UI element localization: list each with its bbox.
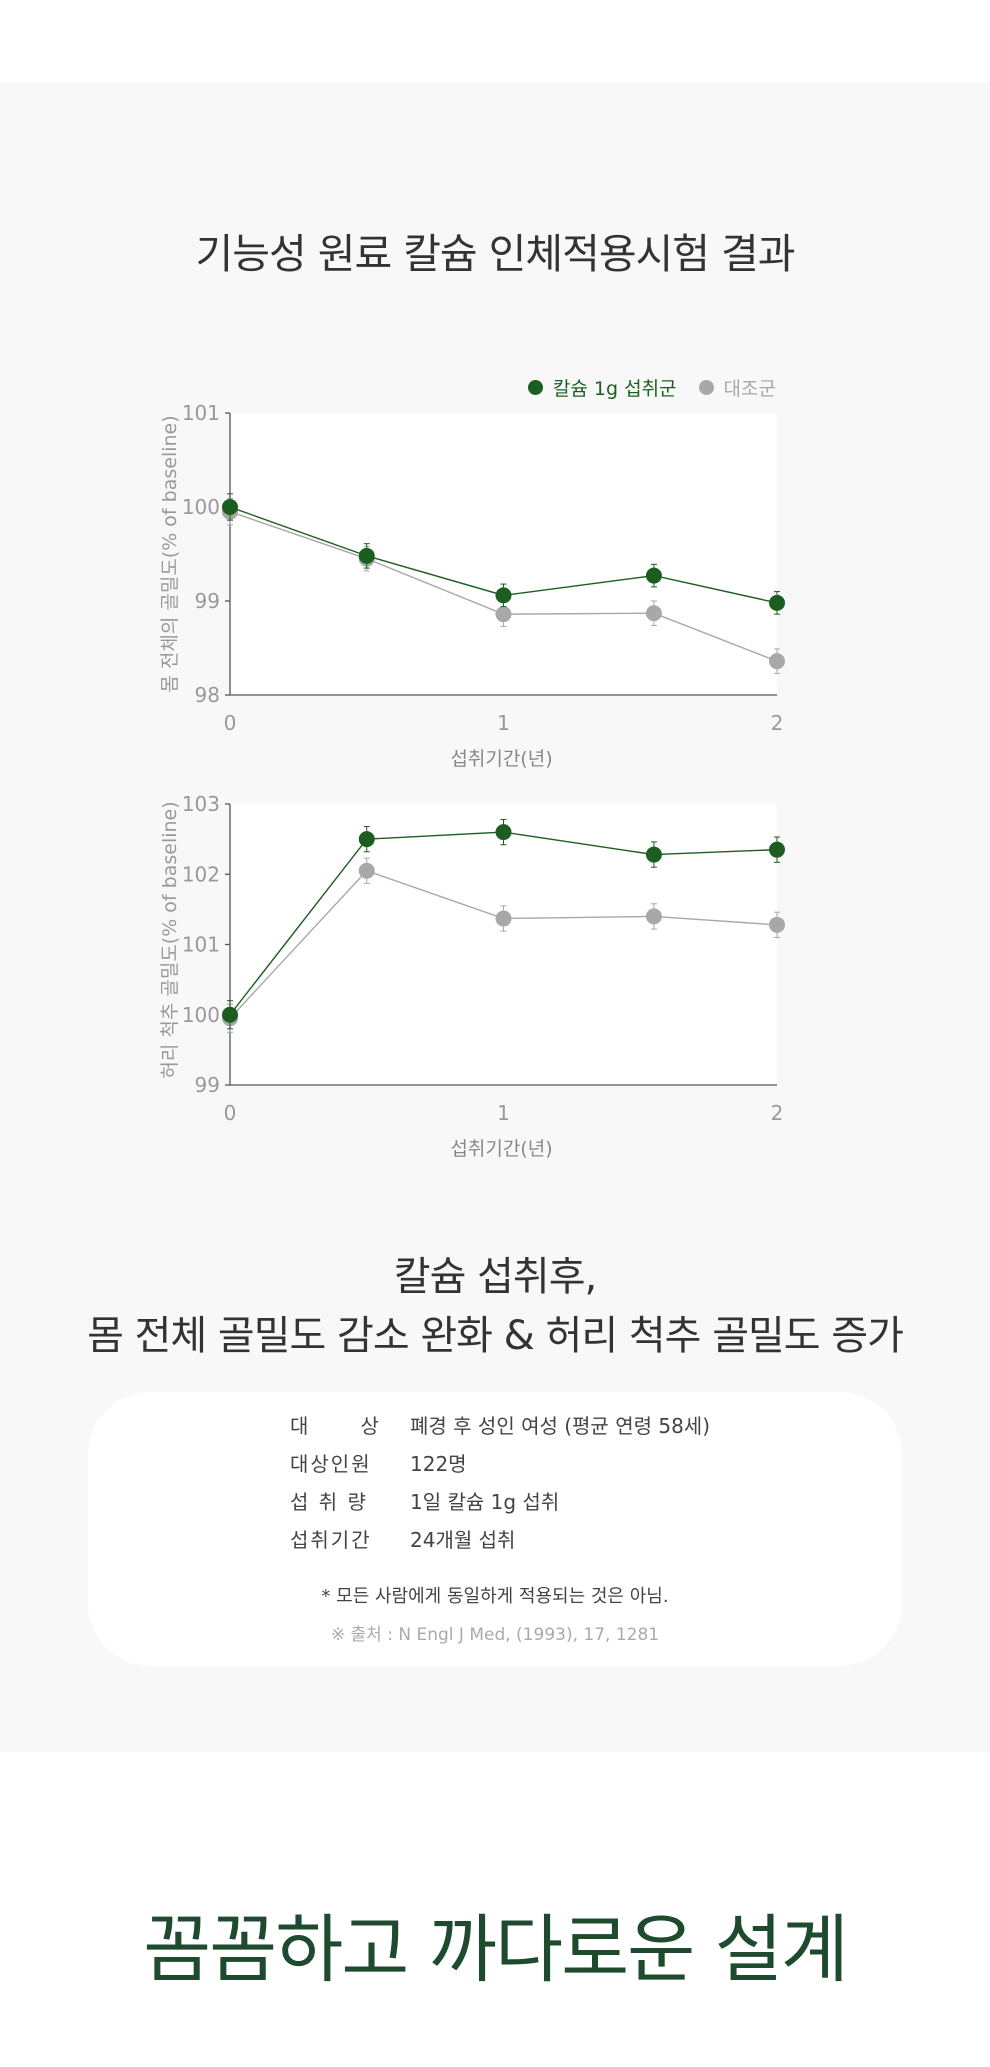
study-value: 1일 칼슘 1g 섭취 [410,1490,560,1514]
bottom-section-title: 꼼꼼하고 까다로운 설계 [143,1907,849,1993]
disclaimer: * 모든 사람에게 동일하게 적용되는 것은 아님. [321,1586,669,1607]
study-info-box [88,1392,902,1666]
y-tick-label: 103 [182,792,220,816]
study-value: 122명 [410,1452,467,1476]
study-row-dose: 섭 취 량 1일 칼슘 1g 섭취 [290,1486,559,1515]
study-row-period: 섭취기간 24개월 섭취 [290,1524,515,1553]
legend-item-calcium: 칼슘 1g 섭취군 [527,374,677,401]
y-tick-label: 100 [182,1003,220,1027]
x-tick-label: 0 [224,711,237,735]
study-key: 대 상 [290,1414,381,1438]
data-point-control [769,653,785,670]
data-point-calcium [222,1006,238,1023]
legend-item-control: 대조군 [698,374,776,401]
study-key: 섭취기간 [290,1528,372,1552]
data-point-calcium [358,831,375,848]
headline-line1: 칼슘 섭취후, [393,1254,597,1300]
section-title: 기능성 원료 칼슘 인체적용시험 결과 [195,230,796,278]
y-tick-label: 100 [182,495,220,519]
study-value: 폐경 후 성인 여성 (평균 연령 58세) [410,1414,710,1438]
study-row-subject: 대 상 폐경 후 성인 여성 (평균 연령 58세) [290,1410,710,1439]
legend-label-control: 대조군 [723,378,776,400]
chart-legend: 칼슘 1g 섭취군 대조군 [506,374,776,401]
legend-label-calcium: 칼슘 1g 섭취군 [552,378,677,400]
study-key: 대상인원 [290,1452,372,1476]
x-tick-label: 1 [497,711,510,735]
data-point-control [495,910,512,927]
legend-dot-calcium [527,380,543,395]
data-point-calcium [495,587,512,604]
x-tick-label: 1 [497,1101,510,1125]
y-tick-label: 101 [182,933,220,957]
y-tick-label: 99 [195,589,220,613]
data-point-calcium [645,846,662,863]
study-row-count: 대상인원 122명 [290,1448,467,1477]
bottom-section-subtitle-cut [0,1985,990,2067]
x-tick-label: 2 [771,711,784,735]
plot-area-whole-body [230,413,777,695]
study-value: 24개월 섭취 [410,1528,516,1552]
y-axis-label: 몸 전체의 골밀도(% of baseline) [159,415,181,692]
data-point-control [495,606,512,623]
y-tick-label: 102 [182,862,220,886]
x-axis-label: 섭취기간(년) [450,748,552,770]
headline-line2: 몸 전체 골밀도 감소 완화 & 허리 척추 골밀도 증가 [87,1313,904,1359]
data-point-control [645,908,662,925]
x-tick-label: 2 [771,1101,784,1125]
y-tick-label: 98 [195,683,220,707]
data-point-control [769,916,785,933]
y-axis-label: 허리 척추 골밀도(% of baseline) [159,801,181,1078]
data-point-calcium [769,841,785,858]
data-point-calcium [358,547,375,564]
data-point-calcium [769,594,785,611]
legend-dot-control [698,380,714,395]
data-point-control [358,862,375,879]
y-tick-label: 99 [195,1073,220,1097]
y-tick-label: 101 [182,401,220,425]
data-point-calcium [645,567,662,584]
data-point-control [645,605,662,622]
data-point-calcium [495,824,512,841]
x-tick-label: 0 [224,1101,237,1125]
data-point-calcium [222,499,238,515]
study-key: 섭 취 량 [290,1490,368,1514]
x-axis-label: 섭취기간(년) [450,1138,552,1160]
source-citation: ※ 출처 : N Engl J Med, (1993), 17, 1281 [330,1625,660,1645]
plot-area-lumbar-spine [230,804,777,1085]
